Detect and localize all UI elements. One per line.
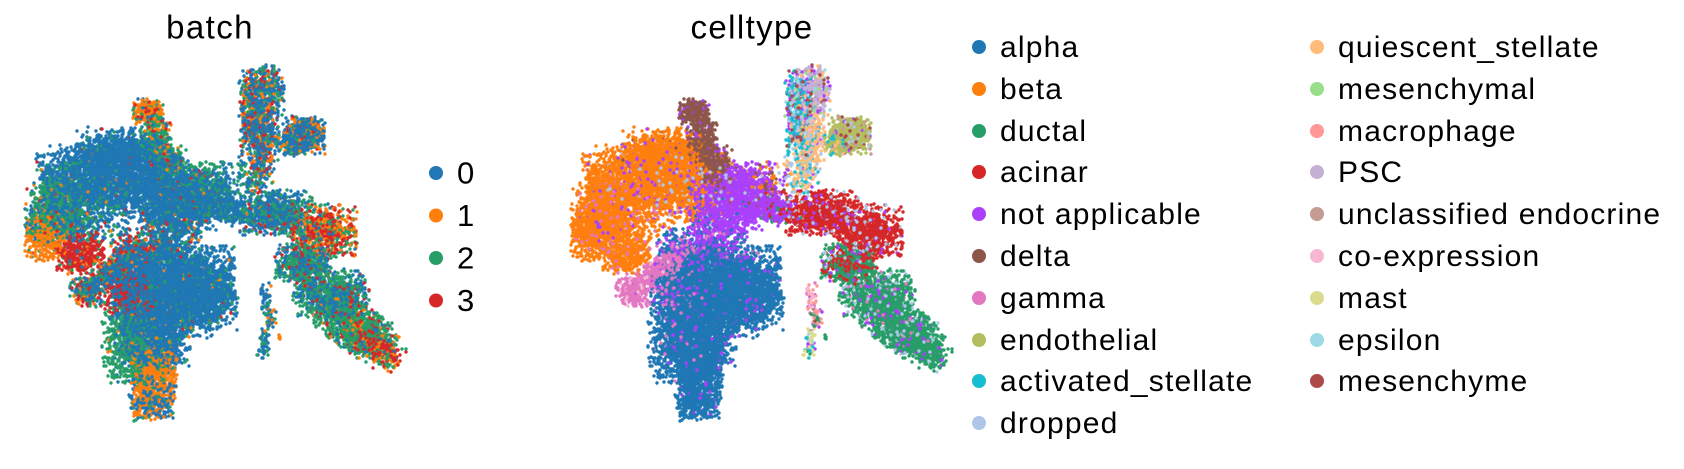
svg-text:delta: delta bbox=[1000, 240, 1071, 273]
svg-text:0: 0 bbox=[457, 156, 474, 191]
svg-text:endothelial: endothelial bbox=[1000, 324, 1158, 357]
svg-text:2: 2 bbox=[457, 241, 474, 276]
svg-text:ductal: ductal bbox=[1000, 115, 1087, 148]
svg-text:co-expression: co-expression bbox=[1338, 240, 1540, 273]
svg-text:batch: batch bbox=[166, 9, 254, 46]
svg-text:alpha: alpha bbox=[1000, 31, 1079, 64]
svg-text:dropped: dropped bbox=[1000, 407, 1119, 440]
svg-text:activated_stellate: activated_stellate bbox=[1000, 365, 1253, 398]
svg-text:beta: beta bbox=[1000, 73, 1063, 106]
svg-text:PSC: PSC bbox=[1338, 156, 1403, 189]
svg-text:1: 1 bbox=[457, 198, 474, 233]
svg-text:celltype: celltype bbox=[690, 9, 813, 46]
svg-text:mast: mast bbox=[1338, 282, 1408, 315]
svg-text:not applicable: not applicable bbox=[1000, 198, 1202, 231]
svg-text:unclassified endocrine: unclassified endocrine bbox=[1338, 198, 1661, 231]
svg-text:mesenchyme: mesenchyme bbox=[1338, 365, 1528, 398]
svg-text:quiescent_stellate: quiescent_stellate bbox=[1338, 31, 1600, 64]
svg-text:gamma: gamma bbox=[1000, 282, 1106, 315]
svg-text:3: 3 bbox=[457, 283, 474, 318]
svg-text:macrophage: macrophage bbox=[1338, 115, 1517, 148]
svg-text:epsilon: epsilon bbox=[1338, 324, 1441, 357]
svg-text:acinar: acinar bbox=[1000, 156, 1089, 189]
svg-text:mesenchymal: mesenchymal bbox=[1338, 73, 1536, 106]
